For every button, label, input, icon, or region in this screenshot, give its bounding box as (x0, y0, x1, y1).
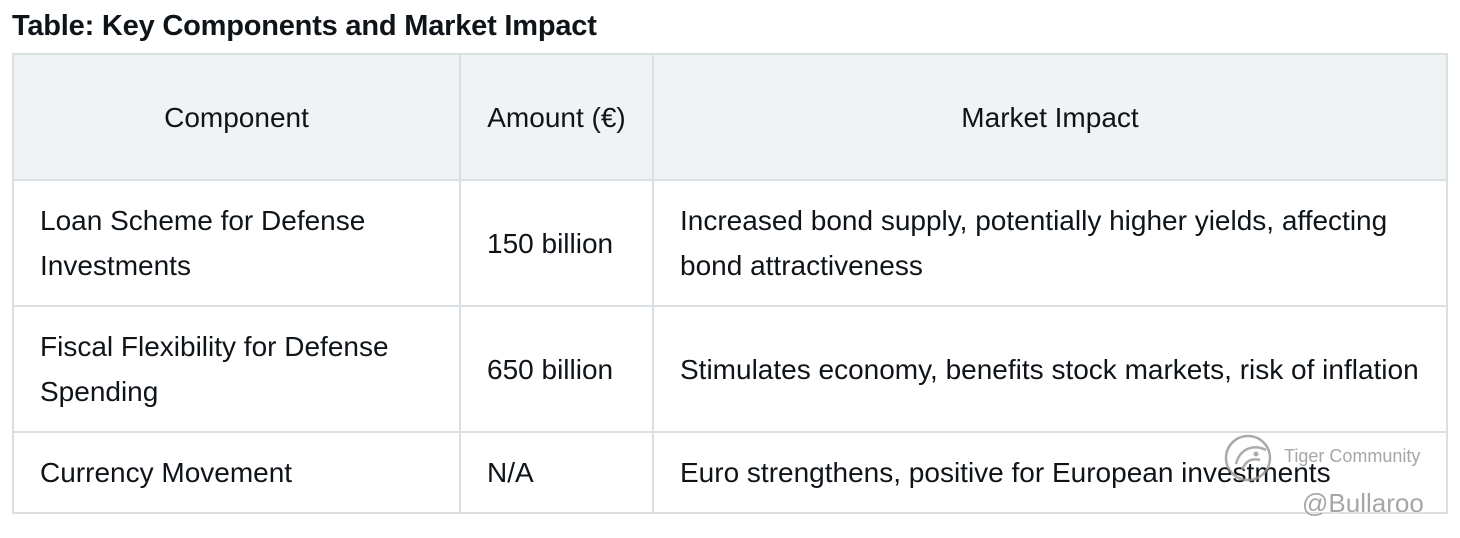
cell-market-impact: Increased bond supply, potentially highe… (652, 179, 1448, 307)
table-row: Currency Movement N/A Euro strengthens, … (12, 431, 1448, 514)
table-row: Fiscal Flexibility for Defense Spending … (12, 305, 1448, 433)
header-amount: Amount (€) (459, 53, 654, 181)
cell-market-impact: Euro strengthens, positive for European … (652, 431, 1448, 514)
components-table: Component Amount (€) Market Impact Loan … (12, 53, 1448, 514)
cell-component: Currency Movement (12, 431, 461, 514)
cell-amount: N/A (459, 431, 654, 514)
table-title: Table: Key Components and Market Impact (12, 10, 597, 42)
table-header-row: Component Amount (€) Market Impact (12, 53, 1448, 181)
cell-market-impact: Stimulates economy, benefits stock marke… (652, 305, 1448, 433)
cell-amount: 650 billion (459, 305, 654, 433)
cell-amount: 150 billion (459, 179, 654, 307)
header-market-impact: Market Impact (652, 53, 1448, 181)
cell-component: Loan Scheme for Defense Investments (12, 179, 461, 307)
cell-component: Fiscal Flexibility for Defense Spending (12, 305, 461, 433)
header-component: Component (12, 53, 461, 181)
table-row: Loan Scheme for Defense Investments 150 … (12, 179, 1448, 307)
